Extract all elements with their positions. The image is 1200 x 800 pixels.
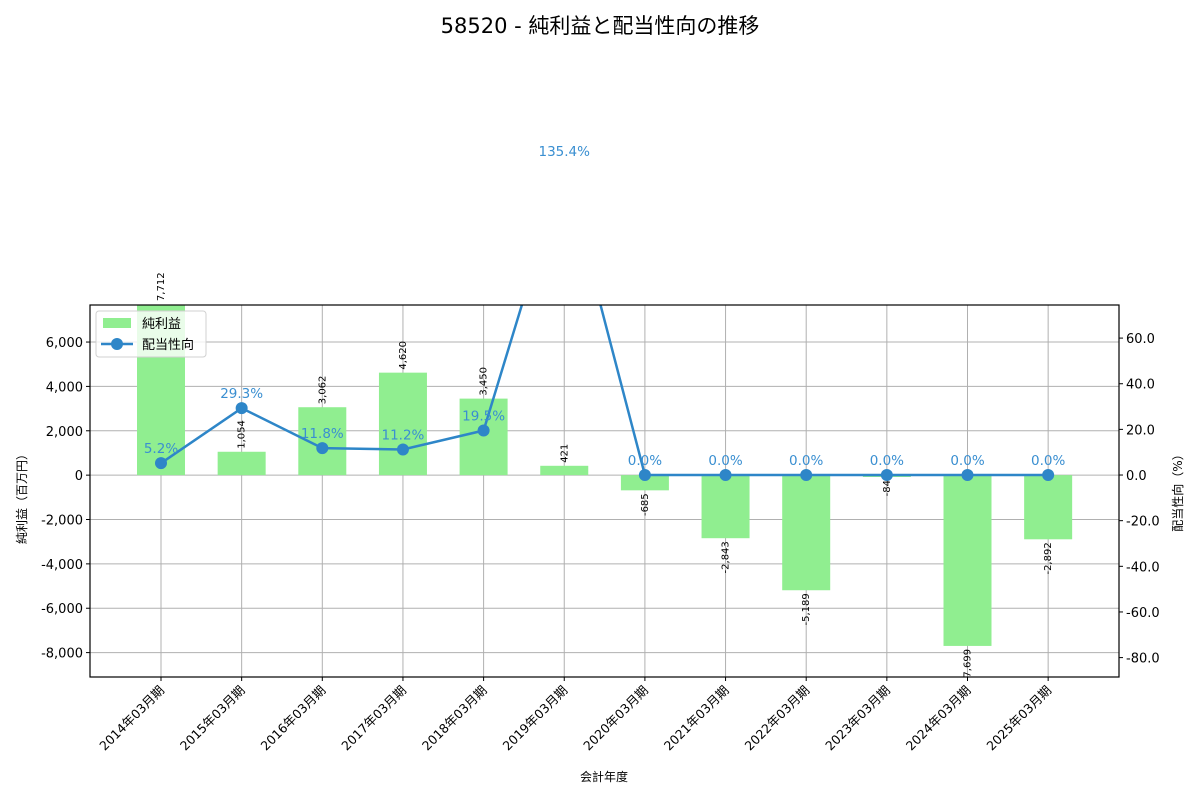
line-value-label: 0.0%: [789, 453, 823, 469]
line-marker: [880, 469, 893, 482]
x-axis-label: 会計年度: [580, 769, 628, 784]
bar-series: [137, 305, 1073, 646]
bar-value-label: 7,712: [156, 272, 167, 301]
legend-label-payout-ratio: 配当性向: [142, 337, 194, 353]
y-tick-label: -6,000: [41, 602, 83, 617]
bar: [701, 475, 750, 539]
x-tick-label: 2015年03月期: [177, 683, 248, 754]
chart-title: 58520 - 純利益と配当性向の推移: [440, 14, 760, 38]
bar-value-label: -685: [640, 493, 651, 516]
legend-label-net-income: 純利益: [142, 317, 181, 332]
bar-value-label: -5,189: [801, 593, 812, 625]
y-tick-label: 0: [75, 469, 83, 484]
line-value-label: 0.0%: [628, 453, 662, 469]
bar-value-label: -2,843: [721, 541, 732, 573]
line-marker: [477, 424, 490, 437]
x-tick-label: 2019年03月期: [500, 683, 571, 754]
line-value-label: 11.8%: [301, 426, 344, 442]
bar: [620, 475, 669, 491]
bar: [378, 372, 427, 476]
x-tick-label: 2024年03月期: [903, 683, 974, 754]
y2-tick-label: -60.0: [1126, 606, 1160, 621]
line-value-label: 0.0%: [708, 453, 742, 469]
line-marker: [558, 160, 570, 172]
bar-value-label: 3,062: [317, 376, 328, 405]
bar: [217, 451, 266, 476]
bar-value-label: 3,450: [479, 367, 490, 396]
y-tick-label: 2,000: [46, 425, 83, 440]
x-tick-label: 2014年03月期: [96, 683, 167, 754]
legend-line-marker-icon: [111, 338, 123, 350]
y2-tick-label: -20.0: [1126, 515, 1160, 530]
bar: [943, 475, 992, 646]
line-value-label: 19.5%: [462, 409, 505, 425]
x-tick-label: 2016年03月期: [258, 683, 329, 754]
y2-tick-label: -40.0: [1126, 560, 1160, 575]
line-marker: [155, 457, 167, 470]
line-value-label: 5.2%: [144, 441, 178, 457]
line-marker: [235, 402, 248, 415]
y2-tick-label: 60.0: [1126, 332, 1155, 347]
line-marker: [1042, 469, 1055, 482]
x-tick-label: 2025年03月期: [983, 683, 1054, 754]
x-tick-label: 2020年03月期: [580, 683, 651, 754]
y2-tick-label: -80.0: [1126, 652, 1160, 667]
bar-value-label: 1,054: [237, 420, 248, 449]
bar: [782, 475, 831, 591]
line-value-label: 29.3%: [220, 386, 263, 402]
line-marker: [638, 469, 651, 482]
bar-value-label: 4,620: [398, 341, 409, 370]
x-tick-label: 2023年03月期: [822, 683, 893, 754]
line-marker: [719, 469, 732, 482]
legend-bar-swatch-icon: [103, 318, 131, 328]
plot-frame: [89, 304, 1120, 678]
line-value-label: 0.0%: [950, 453, 984, 469]
y-tick-label: -2,000: [41, 514, 83, 529]
y-tick-label: -4,000: [41, 558, 83, 573]
line-value-label: 0.0%: [870, 453, 904, 469]
line-marker: [316, 442, 329, 455]
y-tick-label: 6,000: [46, 336, 83, 351]
x-tick-label: 2022年03月期: [741, 683, 812, 754]
y-tick-label: 4,000: [46, 380, 83, 395]
y-tick-label: -8,000: [41, 647, 83, 662]
line-series: [155, 160, 1055, 482]
bar: [459, 398, 508, 476]
bar: [540, 465, 589, 476]
y2-tick-label: 40.0: [1126, 378, 1155, 393]
bar: [1024, 475, 1073, 540]
line-value-label: 11.2%: [382, 427, 425, 443]
line-marker: [800, 469, 813, 482]
line-value-label: 135.4%: [539, 144, 591, 160]
y2-tick-label: 20.0: [1126, 423, 1155, 438]
y-axis-label: 純利益（百万円）: [15, 448, 29, 544]
line-marker: [396, 443, 409, 456]
line-value-label: 0.0%: [1031, 453, 1065, 469]
x-tick-label: 2018年03月期: [419, 683, 490, 754]
line-marker: [961, 469, 974, 482]
y2-tick-label: 0.0: [1126, 469, 1147, 484]
x-tick-label: 2017年03月期: [338, 683, 409, 754]
bar-value-label: -2,892: [1043, 542, 1054, 574]
bar-value-label: -84: [882, 480, 893, 496]
bar-value-label: 421: [559, 444, 570, 463]
y2-axis-label: 配当性向（%）: [1170, 448, 1185, 531]
bar-value-label: -7,699: [963, 649, 974, 681]
x-tick-label: 2021年03月期: [661, 683, 732, 754]
